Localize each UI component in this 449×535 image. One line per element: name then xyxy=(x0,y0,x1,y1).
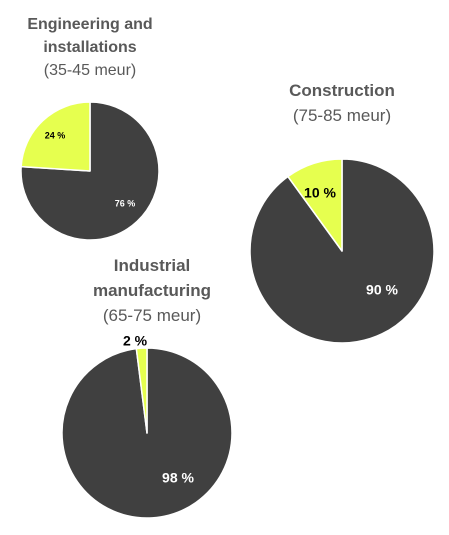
chart-title-construction: Construction (75-85 meur) xyxy=(262,78,422,128)
pie-slice-industrial-1 xyxy=(135,347,148,434)
pie-engineering: 76 % 24 % xyxy=(20,101,160,241)
chart-title-industrial: Industrial manufacturing (65-75 meur) xyxy=(72,253,232,328)
chart-title-line2: installations xyxy=(43,39,137,56)
chart-subtitle: (65-75 meur) xyxy=(102,306,202,325)
pie-data-label-construction-0: 90 % xyxy=(366,282,398,298)
pie-data-label-engineering-1: 24 % xyxy=(45,130,66,140)
chart-subtitle: (35-45 meur) xyxy=(43,62,137,79)
pie-industrial: 98 % 2 % xyxy=(61,333,233,519)
pie-data-label-industrial-1: 2 % xyxy=(123,333,148,349)
pie-slice-engineering-1 xyxy=(20,101,91,172)
pie-construction: 90 % 10 % xyxy=(249,158,435,344)
chart-title-line2: manufacturing xyxy=(92,281,212,300)
chart-subtitle: (75-85 meur) xyxy=(292,106,392,125)
pie-data-label-industrial-0: 98 % xyxy=(162,470,194,486)
pie-data-label-engineering-0: 76 % xyxy=(115,198,136,208)
chart-title-line1: Construction xyxy=(289,81,395,100)
chart-title-line1: Engineering and xyxy=(27,16,153,33)
pie-slice-construction-1 xyxy=(287,158,343,252)
pie-data-label-construction-1: 10 % xyxy=(304,185,336,201)
chart-title-line1: Industrial xyxy=(113,256,191,275)
chart-title-engineering: Engineering and installations (35-45 meu… xyxy=(0,13,180,82)
